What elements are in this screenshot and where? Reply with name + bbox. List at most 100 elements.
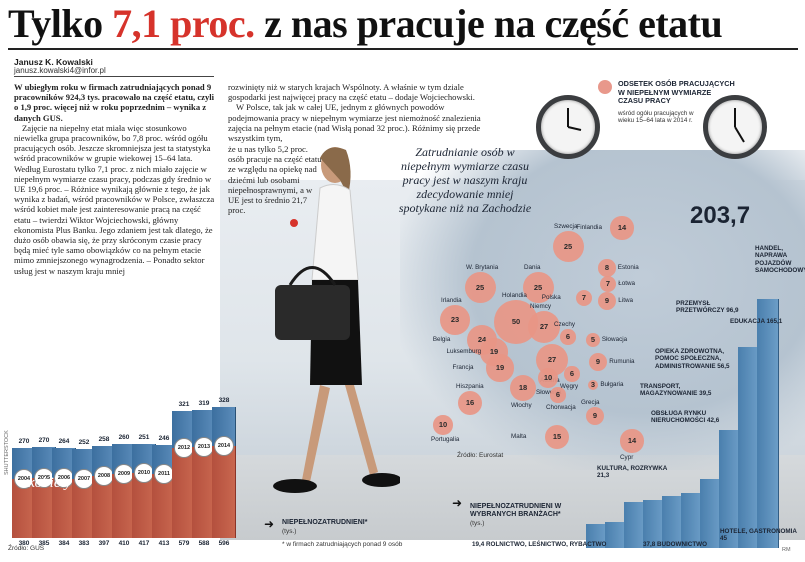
year-badge-2012: 2012 xyxy=(174,438,194,459)
map-country-label: Luksemburg xyxy=(446,348,482,355)
bar-value-men-2011: 246 xyxy=(158,435,170,443)
bar-value-men-2007: 252 xyxy=(78,439,90,447)
map-bubble-bułgaria: 3 xyxy=(587,379,599,391)
author-email[interactable]: janusz.kowalski4@infor.pl xyxy=(14,66,106,75)
bar-value-women-2005: 385 xyxy=(38,540,50,547)
sector-label-3: OPIEKA ZDROWOTNA, POMOC SPOŁECZNA, ADMIN… xyxy=(655,348,730,370)
map-country-label: Rumunia xyxy=(609,358,635,365)
map-bubble-francja: 19 xyxy=(486,354,514,382)
map-country-label: Łotwa xyxy=(618,280,635,287)
map-country-label: Włochy xyxy=(511,402,532,410)
men-series-label: mężczyźni xyxy=(28,392,88,408)
sector-chart-unit: (tys.) xyxy=(470,520,485,527)
photo-credit: SHUTTERSTOCK xyxy=(4,430,10,475)
map-bubble-chorwacja: 6 xyxy=(550,387,566,403)
bar-value-men-2006: 264 xyxy=(58,437,70,445)
map-country-label: Szwecja xyxy=(554,222,578,230)
year-badge-2007: 2007 xyxy=(74,468,94,489)
bar-value-women-2012: 579 xyxy=(178,540,190,547)
women-series-label: kobiety xyxy=(28,475,72,491)
bar-value-women-2008: 397 xyxy=(98,540,110,547)
map-bubble-portugalia: 10 xyxy=(433,415,453,435)
article-end-mark xyxy=(290,219,298,227)
sector-label-8: 37,8 BUDOWNICTWO xyxy=(643,541,708,548)
map-bubble-słowacja: 5 xyxy=(586,333,600,347)
article-col2-para1: rozwinięty niż w starych krajach Wspólno… xyxy=(228,82,475,103)
map-country-label: Słowacja xyxy=(601,336,628,343)
sector-label-6: KULTURA, ROZRYWKA 21,3 xyxy=(597,465,668,480)
article-column-2-narrow: że u nas tylko 5,2 proc. osób pracuje na… xyxy=(228,144,323,215)
map-country-label: Malta xyxy=(510,433,527,440)
article-col1-text: Zajęcie na niepełny etat miała więc stos… xyxy=(14,122,215,276)
map-country-label: Finlandia xyxy=(576,224,602,231)
year-badge-2006: 2006 xyxy=(54,468,74,489)
map-bubble-szwecja: 25 xyxy=(552,230,584,262)
bar-value-men-2004: 270 xyxy=(18,437,30,445)
bar-value-women-2011: 413 xyxy=(158,540,170,547)
bar-value-women-2014: 596 xyxy=(218,540,230,547)
left-chart-unit: (tys.) xyxy=(282,528,297,535)
bar-value-men-2012: 321 xyxy=(178,400,190,408)
map-country-label: Słowenia xyxy=(536,388,562,396)
map-bubble-estonia: 8 xyxy=(598,259,616,277)
map-country-label: Niemcy xyxy=(530,302,551,310)
map-country-label: Estonia xyxy=(617,264,639,271)
sector-label-9: 19,4 ROLNICTWO, LEŚNICTWO, RYBACTWO xyxy=(472,541,607,548)
bar-value-women-2009: 410 xyxy=(118,540,130,547)
map-country-label: Irlandia xyxy=(441,297,462,305)
map-bubble-irlandia: 23 xyxy=(440,305,470,335)
article-lead: W ubiegłym roku w firmach zatrudniającyc… xyxy=(14,82,215,123)
map-bubble-grecja: 9 xyxy=(585,406,605,426)
sector-label-7: HOTELE, GASTRONOMIA 45 xyxy=(720,528,797,543)
map-bubble-malta: 15 xyxy=(544,424,569,449)
clock-icon-right xyxy=(703,95,767,159)
map-bubble-łotwa: 7 xyxy=(599,275,617,293)
headline: Tylko 7,1 proc. z nas pracuje na część e… xyxy=(8,0,723,47)
map-country-label: Bułgaria xyxy=(600,381,624,388)
legend-subtitle: wśród ogółu pracujących w wieku 15–64 la… xyxy=(618,110,694,125)
map-caption: Zatrudnianie osób w niepełnym wymiarze c… xyxy=(398,145,532,215)
sector-chart-title: NIEPEŁNOZATRUDNIENI W WYBRANYCH BRANŻACH… xyxy=(470,503,562,518)
map-country-label: Chorwacja xyxy=(546,403,576,411)
map-country-label: Portugalia xyxy=(431,435,460,443)
headline-pre: Tylko xyxy=(8,1,113,46)
bar-value-men-2010: 251 xyxy=(138,434,150,442)
year-badge-2011: 2011 xyxy=(154,463,174,484)
map-country-label: Węgry xyxy=(560,382,579,390)
left-chart-footnote: * w firmach zatrudniających ponad 9 osób xyxy=(282,541,403,548)
left-chart-title: NIEPEŁNOZATRUDNIENI* xyxy=(282,519,368,526)
map-bubble-dania: 25 xyxy=(522,271,554,303)
article-column-1: W ubiegłym roku w firmach zatrudniającyc… xyxy=(14,82,219,276)
bar-value-men-2009: 260 xyxy=(118,434,130,442)
map-bubble-czechy: 6 xyxy=(560,329,576,345)
bar-value-men-2014: 328 xyxy=(218,397,230,405)
map-bubble-polska: 7 xyxy=(575,289,593,307)
article-column-2: rozwinięty niż w starych krajach Wspólno… xyxy=(228,82,490,143)
clock-icon-left xyxy=(536,95,600,159)
year-badge-2013: 2013 xyxy=(194,436,214,457)
author-name: Janusz K. Kowalski xyxy=(14,57,93,67)
bar-value-men-2013: 319 xyxy=(198,399,210,407)
sector-label-2: PRZEMYSŁ PRZETWÓRCZY 96,9 xyxy=(676,300,739,315)
map-country-label: Litwa xyxy=(618,297,633,304)
headline-post: z nas pracuje na część etatu xyxy=(254,1,723,46)
map-bubble-finlandia: 14 xyxy=(610,216,634,240)
headline-highlight: 7,1 proc. xyxy=(112,1,255,46)
map-country-label: Cypr xyxy=(620,453,634,461)
year-badge-2014: 2014 xyxy=(214,435,234,456)
map-bubble-litwa: 9 xyxy=(597,291,617,311)
legend-dot-icon xyxy=(598,80,612,94)
article-col2-para3: że u nas tylko 5,2 proc. osób pracuje na… xyxy=(228,144,322,216)
article-col2-para2: W Polsce, tak jak w całej UE, jednym z g… xyxy=(228,102,481,144)
map-bubble-niemcy: 27 xyxy=(527,310,561,344)
walking-woman-illustration xyxy=(273,147,400,493)
arrow-right-icon: ➜ xyxy=(264,517,275,531)
sector-big-value: 203,7 xyxy=(690,202,751,229)
left-chart-source: Źródło: GUS xyxy=(8,545,45,552)
sector-label-4: TRANSPORT, MAGAZYNOWANIE 39,5 xyxy=(640,383,712,398)
map-bubble-słowenia: 10 xyxy=(538,368,558,388)
map-country-label: Francja xyxy=(452,364,474,371)
corner-credit: RM xyxy=(782,547,791,553)
map-country-label: Grecja xyxy=(581,398,600,406)
map-country-label: Czechy xyxy=(554,321,575,329)
